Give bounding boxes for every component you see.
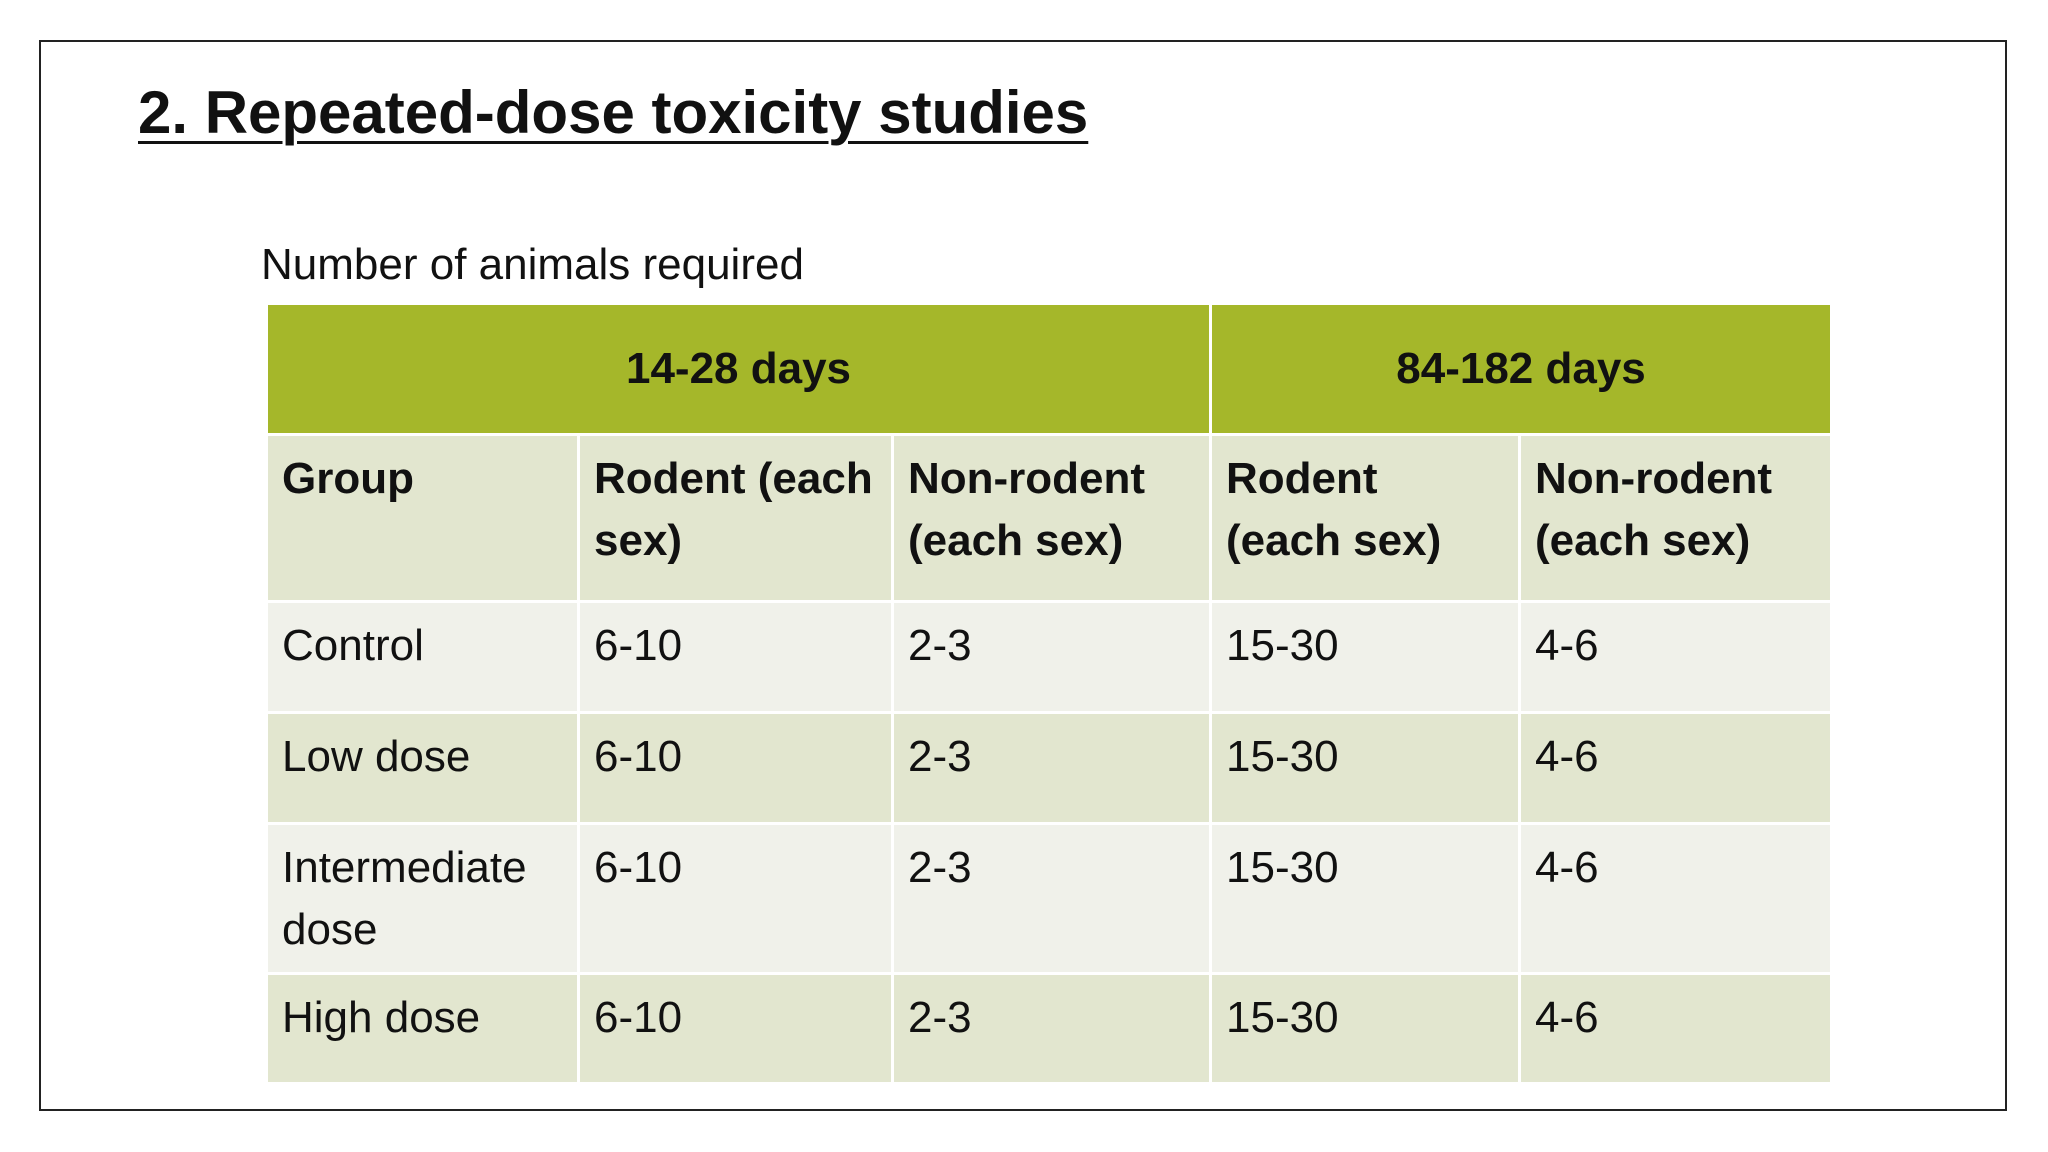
table-cell: 6-10: [577, 711, 894, 825]
header-group-row: 14-28 days 84-182 days: [264, 302, 1834, 436]
table-cell: 2-3: [890, 972, 1213, 1086]
row-label: Control: [265, 600, 580, 714]
table-cell: 6-10: [577, 600, 894, 714]
table-cell: 2-3: [890, 600, 1213, 714]
table-cell: 4-6: [1518, 821, 1834, 976]
table-row: Control 6-10 2-3 15-30 4-6: [265, 600, 1834, 714]
column-header: Group: [265, 433, 580, 603]
table-cell: 4-6: [1518, 711, 1834, 825]
row-label: High dose: [265, 972, 580, 1086]
table-row: Low dose 6-10 2-3 15-30 4-6: [265, 711, 1834, 825]
table-row: High dose 6-10 2-3 15-30 4-6: [265, 972, 1834, 1086]
slide-title: 2. Repeated-dose toxicity studies: [138, 79, 1089, 146]
table-cell: 15-30: [1209, 600, 1522, 714]
slide-frame: [39, 40, 2007, 1111]
row-label: Low dose: [265, 711, 580, 825]
table-cell: 6-10: [577, 972, 894, 1086]
table-cell: 15-30: [1209, 821, 1522, 976]
table-cell: 4-6: [1518, 600, 1834, 714]
table-cell: 2-3: [890, 821, 1213, 976]
column-header: Non-rodent (each sex): [1518, 433, 1834, 603]
table-cell: 4-6: [1518, 972, 1834, 1086]
data-table: 14-28 days 84-182 days Group Rodent (each s…: [264, 302, 1834, 1086]
header-group-cell: 14-28 days: [264, 302, 1213, 436]
row-label: Intermediate dose: [265, 821, 580, 976]
table-caption: Number of animals required: [261, 240, 804, 289]
table-cell: 6-10: [577, 821, 894, 976]
table-cell: 15-30: [1209, 972, 1522, 1086]
column-header-row: Group Rodent (each sex) Non-rodent (each s…: [265, 433, 1834, 603]
column-header: Rodent (each sex): [1209, 433, 1522, 603]
column-header: Rodent (each sex): [577, 433, 894, 603]
table-cell: 2-3: [890, 711, 1213, 825]
table-cell: 15-30: [1209, 711, 1522, 825]
header-group-cell: 84-182 days: [1209, 302, 1834, 436]
column-header: Non-rodent (each sex): [890, 433, 1213, 603]
table-row: Intermediate dose 6-10 2-3 15-30 4-6: [265, 821, 1834, 976]
